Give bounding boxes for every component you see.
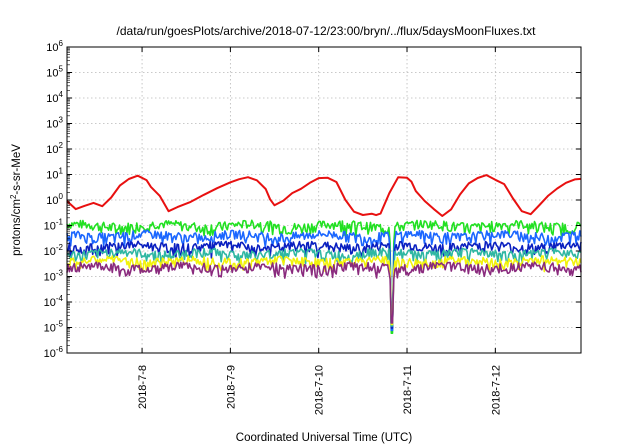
x-tick-label: 2018-7-11 bbox=[402, 365, 414, 414]
chart-title: /data/run/goesPlots/archive/2018-07-12/2… bbox=[117, 24, 537, 38]
y-tick-label: 101 bbox=[46, 167, 63, 182]
y-tick-label: 10-1 bbox=[44, 218, 64, 233]
flux-series-line bbox=[66, 219, 582, 334]
flux-series-line bbox=[66, 240, 582, 329]
y-tick-label: 105 bbox=[46, 65, 63, 80]
x-axis-label: Coordinated Universal Time (UTC) bbox=[236, 432, 413, 444]
flux-series-line bbox=[66, 255, 582, 326]
x-axis-ticks: 2018-7-8 2018-7-9 2018-7-10 2018-7-11 2018-7… bbox=[137, 47, 502, 415]
flux-series-line bbox=[66, 229, 582, 332]
x-tick-label: 2018-7-8 bbox=[137, 365, 149, 409]
x-tick-label: 2018-7-10 bbox=[314, 365, 326, 415]
y-axis-ticks: 10-6 10-5 10-4 10-3 10-2 10-1 100 101 102 103 104 1… bbox=[44, 39, 581, 360]
red-flux-series-line bbox=[66, 174, 582, 217]
flux-series-line bbox=[66, 247, 582, 327]
grid bbox=[67, 47, 581, 353]
y-tick-label: 10-5 bbox=[44, 320, 64, 335]
y-tick-label: 10-3 bbox=[44, 269, 64, 284]
y-tick-label: 10-4 bbox=[44, 294, 64, 309]
y-tick-label: 10-6 bbox=[44, 345, 64, 360]
y-axis-label: protons/cm2-s-sr-MeV bbox=[9, 144, 23, 256]
y-tick-label: 10-2 bbox=[44, 243, 64, 258]
x-tick-label: 2018-7-9 bbox=[225, 365, 237, 409]
y-tick-label: 103 bbox=[46, 116, 63, 131]
y-tick-label: 102 bbox=[46, 141, 63, 156]
y-tick-label: 104 bbox=[46, 90, 63, 105]
flux-series-line bbox=[66, 261, 582, 324]
series-layer bbox=[66, 174, 582, 334]
y-tick-label: 100 bbox=[46, 192, 63, 207]
x-tick-label: 2018-7-12 bbox=[490, 365, 502, 415]
y-tick-label: 106 bbox=[46, 39, 63, 54]
